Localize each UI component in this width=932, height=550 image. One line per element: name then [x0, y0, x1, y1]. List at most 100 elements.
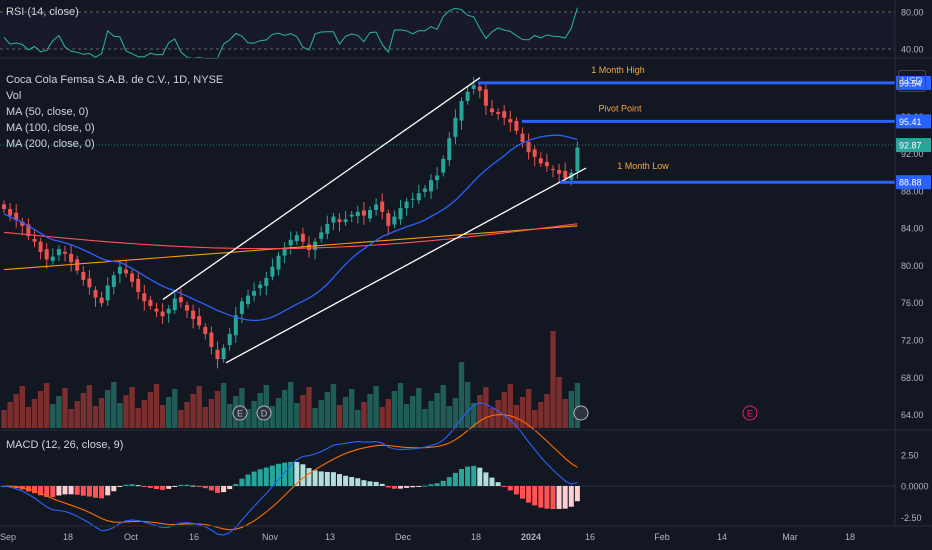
macd-histogram-bar — [410, 486, 416, 488]
volume-bar — [208, 399, 215, 428]
volume-bar — [471, 403, 477, 428]
macd-histogram-bar — [147, 486, 153, 488]
volume-bar — [190, 394, 196, 428]
volume-bar — [56, 396, 62, 428]
candle-body — [178, 297, 183, 303]
volume-bar — [416, 388, 422, 428]
candle-body — [447, 138, 452, 161]
macd-histogram-bar — [105, 486, 111, 496]
volume-bar — [403, 404, 410, 428]
candle-body — [490, 108, 494, 113]
macd-histogram-bar — [568, 486, 574, 507]
macd-histogram-bar — [38, 486, 44, 496]
candle-body — [50, 256, 55, 261]
candle-body — [227, 333, 232, 346]
volume-bar — [19, 386, 25, 428]
volume-bar — [495, 400, 501, 428]
volume-bar — [220, 383, 227, 428]
volume-bar — [464, 382, 471, 428]
macd-histogram-bar — [422, 485, 428, 487]
month-high-tag-text: 99.54 — [899, 78, 922, 88]
candle-body — [32, 238, 37, 242]
macd-histogram-bar — [434, 483, 440, 486]
macd-histogram-bar — [233, 484, 239, 486]
candle-body — [368, 209, 372, 219]
macd-histogram-bar — [32, 486, 37, 494]
candle-body — [111, 275, 116, 287]
candle-body — [331, 216, 336, 223]
macd-histogram-bar — [379, 483, 385, 486]
time-tick-label: Feb — [654, 532, 670, 542]
price-tick-label: 84.00 — [901, 224, 924, 234]
macd-histogram-bar — [501, 486, 507, 487]
candle-body — [38, 241, 43, 252]
price-axis[interactable]: 64.00 68.00 72.00 76.00 80.00 84.00 88.00 92.00… — [0, 8, 931, 543]
macd-histogram-bar — [398, 486, 403, 489]
macd-histogram-bar — [452, 472, 458, 486]
volume-bar — [7, 402, 13, 428]
candle-body — [551, 169, 555, 171]
volume-bar — [37, 391, 44, 428]
time-tick-label: 16 — [585, 532, 595, 542]
volume-bar — [440, 385, 446, 428]
candle-body — [575, 147, 580, 172]
macd-histogram-bar — [288, 461, 294, 486]
macd-histogram-bar — [294, 462, 300, 486]
ma100-line — [3, 223, 578, 250]
volume-bar — [288, 382, 294, 428]
candle-body — [276, 255, 281, 270]
volume-bar — [214, 391, 221, 428]
candle-body — [294, 235, 299, 242]
volume-bar — [172, 389, 178, 428]
candle-body — [117, 266, 122, 274]
macd-histogram-bar — [330, 472, 336, 486]
volume-bar — [538, 402, 544, 428]
macd-histogram-bar — [495, 482, 501, 486]
candle-body — [422, 188, 427, 192]
candle-body — [380, 201, 385, 212]
candle-body — [410, 198, 415, 200]
volume-bar — [245, 409, 251, 428]
volume-bar — [147, 392, 154, 428]
macd-histogram-bar — [269, 465, 275, 486]
pivot-point-tag — [896, 114, 931, 129]
candle-body — [56, 249, 61, 256]
volume-bar — [330, 384, 337, 428]
ma200-line — [3, 225, 578, 271]
candle-body — [233, 315, 238, 336]
macd-histogram-bar — [574, 486, 580, 502]
macd-histogram-bar — [166, 486, 172, 489]
volume-bar — [105, 390, 111, 428]
candle-body — [459, 100, 464, 121]
volume-bar — [74, 401, 80, 428]
macd-histogram-bar — [446, 477, 452, 486]
macd-signal-line — [3, 414, 578, 531]
volume-bar — [544, 394, 550, 428]
macd-legend: MACD (12, 26, close, 9) — [6, 437, 123, 453]
candle-body — [343, 219, 348, 223]
volume-bar — [269, 406, 276, 428]
symbol-title: Coca Cola Femsa S.A.B. de C.V., 1D, NYSE — [6, 74, 224, 86]
price-tick-label: 72.00 — [901, 335, 924, 345]
candle-body — [386, 213, 391, 226]
time-tick-label: Nov — [262, 532, 279, 542]
currency-button[interactable]: USD — [898, 70, 926, 92]
macd-histogram-bar — [208, 486, 214, 491]
macd-histogram-bar — [93, 486, 98, 498]
macd-histogram-bar — [373, 481, 379, 486]
candle-body — [14, 212, 19, 221]
month-high-tag — [896, 75, 931, 90]
volume-bar — [25, 407, 32, 428]
volume-bar — [574, 383, 581, 428]
macd-histogram-bar — [337, 474, 342, 486]
macd-histogram-bar — [184, 484, 190, 486]
rsi-label: RSI (14, close) — [6, 6, 79, 18]
volume-bar — [532, 410, 538, 428]
candle-body — [136, 278, 141, 292]
time-tick-label: 13 — [325, 532, 335, 542]
candle-body — [130, 273, 135, 282]
channel-upper-line — [162, 77, 481, 300]
macd-histogram-bar — [196, 486, 202, 487]
volume-bar — [349, 389, 355, 428]
